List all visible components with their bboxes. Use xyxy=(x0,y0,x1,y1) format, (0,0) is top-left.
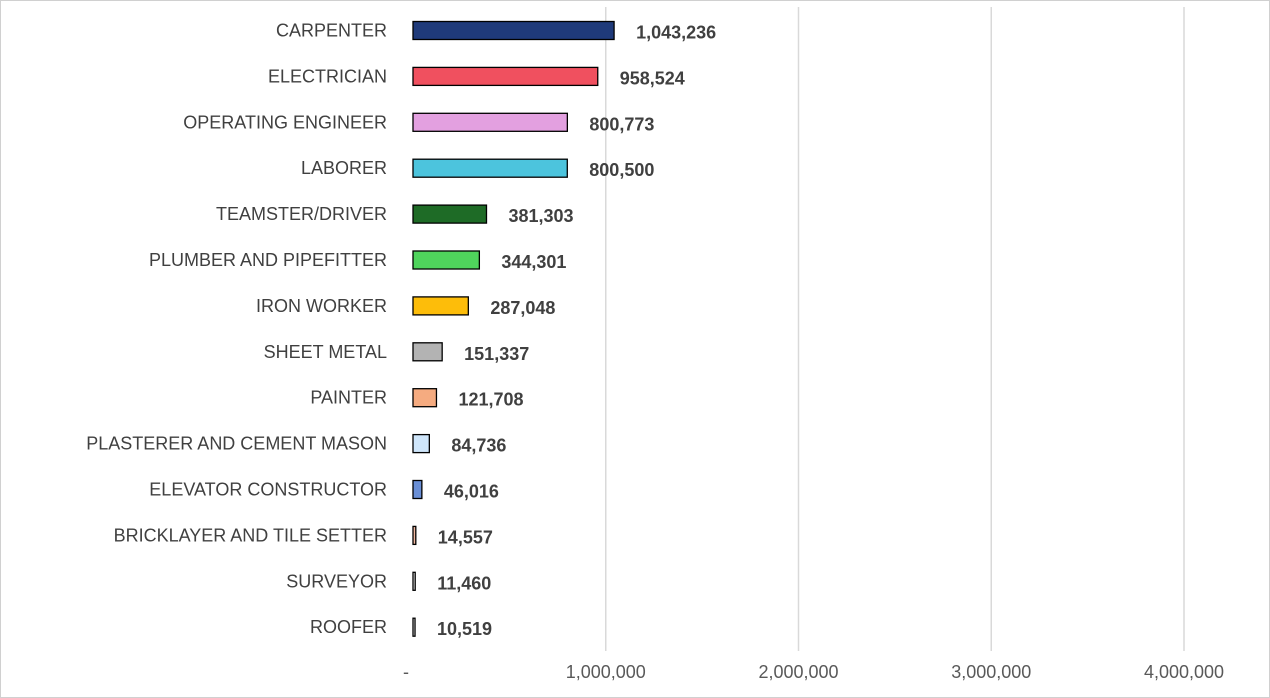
category-label-1: ELECTRICIAN xyxy=(268,66,387,86)
data-label-6: 287,048 xyxy=(490,298,555,318)
category-label-0: CARPENTER xyxy=(276,21,387,41)
category-labels: CARPENTER ELECTRICIAN OPERATING ENGINEER LA… xyxy=(86,21,387,638)
x-tick-label-2: 2,000,000 xyxy=(758,662,838,682)
category-label-2: OPERATING ENGINEER xyxy=(183,112,387,132)
category-label-7: SHEET METAL xyxy=(264,342,387,362)
bars xyxy=(412,20,615,637)
bar-3 xyxy=(412,158,568,178)
data-label-11: 14,557 xyxy=(438,527,493,547)
bar-11 xyxy=(412,525,417,546)
category-label-6: IRON WORKER xyxy=(256,296,387,316)
x-axis-tick-labels: - 1,000,000 2,000,000 3,000,000 4,000,000 xyxy=(403,662,1224,682)
bar-10 xyxy=(412,479,423,500)
x-tick-label-0: - xyxy=(403,662,409,682)
bar-6 xyxy=(412,296,469,316)
data-label-0: 1,043,236 xyxy=(636,23,716,43)
bar-0 xyxy=(412,20,615,41)
data-label-7: 151,337 xyxy=(464,344,529,364)
data-label-2: 800,773 xyxy=(589,114,654,134)
bar-5 xyxy=(412,250,481,270)
x-tick-label-4: 4,000,000 xyxy=(1144,662,1224,682)
bar-8 xyxy=(412,388,438,408)
x-tick-label-1: 1,000,000 xyxy=(566,662,646,682)
data-label-12: 11,460 xyxy=(437,573,491,593)
data-label-10: 46,016 xyxy=(444,482,499,502)
data-label-4: 381,303 xyxy=(508,206,573,226)
bar-13 xyxy=(412,617,416,637)
data-labels: 1,043,236 958,524 800,773 800,500 381,303 344… xyxy=(437,23,716,640)
category-label-8: PAINTER xyxy=(310,388,387,408)
data-label-13: 10,519 xyxy=(437,619,492,639)
gridlines xyxy=(605,7,1185,651)
bar-4 xyxy=(412,204,488,224)
data-label-3: 800,500 xyxy=(589,160,654,180)
x-tick-label-3: 3,000,000 xyxy=(951,662,1031,682)
category-label-3: LABORER xyxy=(301,158,387,178)
data-label-5: 344,301 xyxy=(501,252,566,272)
bar-2 xyxy=(412,112,568,132)
bar-9 xyxy=(412,433,430,454)
category-label-13: ROOFER xyxy=(310,617,387,637)
data-label-8: 121,708 xyxy=(458,390,523,410)
bar-1 xyxy=(412,66,599,87)
category-label-4: TEAMSTER/DRIVER xyxy=(216,204,387,224)
category-label-11: BRICKLAYER AND TILE SETTER xyxy=(114,525,387,545)
category-label-10: ELEVATOR CONSTRUCTOR xyxy=(149,480,387,500)
bar-7 xyxy=(412,342,443,362)
data-label-1: 958,524 xyxy=(620,68,685,88)
category-label-5: PLUMBER AND PIPEFITTER xyxy=(149,250,387,270)
category-label-12: SURVEYOR xyxy=(286,571,387,591)
data-label-9: 84,736 xyxy=(451,436,506,456)
category-label-9: PLASTERER AND CEMENT MASON xyxy=(86,434,387,454)
bar-12 xyxy=(412,571,416,591)
